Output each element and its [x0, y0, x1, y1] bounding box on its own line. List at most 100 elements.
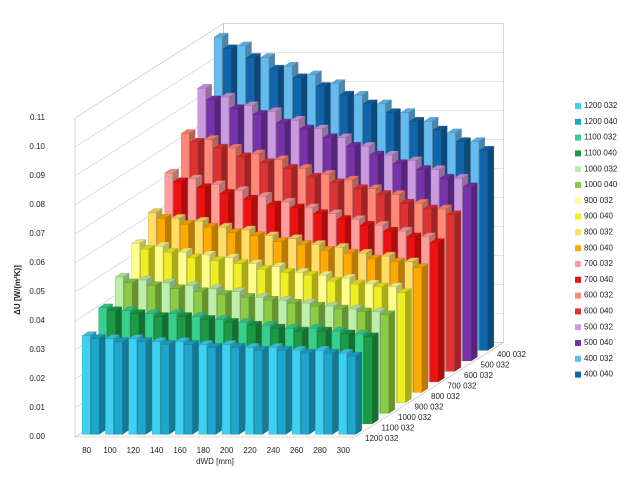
- bar-top: [462, 182, 478, 188]
- bar-side: [355, 351, 362, 435]
- bar-top: [186, 253, 202, 259]
- bar-top: [277, 296, 293, 301]
- legend-label: 700 032: [584, 259, 613, 268]
- bar: [338, 353, 347, 435]
- bar-top: [353, 91, 369, 96]
- legend-label: 1000 040: [584, 180, 618, 189]
- bar: [364, 336, 373, 425]
- bar-top: [170, 214, 186, 219]
- bar-top: [161, 278, 177, 284]
- bar-top: [339, 91, 355, 96]
- bar-top: [243, 101, 259, 106]
- bar-top: [429, 238, 445, 243]
- bar-top: [376, 190, 392, 195]
- bar: [463, 186, 472, 362]
- bar-top: [177, 247, 193, 253]
- bar-top: [187, 174, 203, 180]
- bar-top: [254, 293, 270, 298]
- bar-side: [122, 337, 129, 435]
- bar-top: [396, 288, 412, 293]
- bar-top: [164, 168, 180, 174]
- legend-label: 400 040: [584, 370, 613, 379]
- bar-top: [300, 349, 316, 354]
- bar-top: [367, 184, 383, 189]
- y-tick-label: 0.11: [30, 113, 46, 122]
- bar: [254, 350, 263, 435]
- bar-top: [338, 349, 354, 354]
- bar: [128, 338, 137, 435]
- bar-top: [259, 158, 275, 163]
- bar-top: [183, 340, 199, 345]
- bar-top: [240, 293, 256, 298]
- bar-top: [191, 312, 207, 317]
- bar-top: [234, 186, 250, 191]
- bar-top: [319, 246, 335, 251]
- legend-label: 700 040: [584, 275, 613, 284]
- bar-top: [286, 299, 302, 304]
- bar-top: [407, 156, 423, 161]
- legend-swatch: [575, 371, 581, 378]
- bar-top: [380, 310, 396, 315]
- bar-top: [247, 321, 263, 326]
- bar-top: [315, 82, 331, 87]
- bar-top: [363, 332, 379, 338]
- bar-top: [383, 226, 399, 232]
- legend-swatch: [575, 182, 581, 188]
- bar-top: [306, 70, 322, 76]
- bar-top: [470, 137, 486, 142]
- legend-swatch: [575, 276, 581, 283]
- bar-top: [362, 99, 378, 105]
- bar-top: [230, 343, 246, 348]
- bar: [175, 341, 184, 435]
- bar-top: [170, 284, 186, 289]
- bar-top: [479, 146, 495, 151]
- legend-label: 600 040: [584, 307, 613, 316]
- bar-top: [203, 222, 219, 228]
- bar-side: [388, 310, 395, 414]
- bar-top: [297, 164, 313, 169]
- bar-top: [137, 337, 153, 342]
- bar-top: [151, 337, 167, 342]
- legend-swatch: [575, 340, 581, 346]
- bar-top: [334, 243, 350, 248]
- bar-top: [104, 334, 120, 339]
- bar-side: [262, 345, 269, 435]
- bar: [105, 338, 114, 435]
- bar: [430, 242, 439, 383]
- bar-top: [260, 53, 276, 58]
- bar-top: [220, 92, 236, 98]
- bar: [81, 335, 91, 435]
- y-tick-label: 0.00: [29, 432, 45, 441]
- bar-side: [145, 337, 152, 435]
- bar-top: [238, 318, 254, 323]
- depth-tick-label: 1100 032: [382, 424, 415, 433]
- bar-top: [306, 172, 322, 178]
- bar-top: [224, 253, 240, 259]
- bar-top: [397, 226, 413, 232]
- bar-top: [387, 282, 403, 288]
- bar-top: [123, 278, 139, 284]
- bar-top: [446, 128, 462, 134]
- bar-top: [350, 279, 366, 285]
- bar-top: [174, 337, 190, 342]
- bar-top: [271, 262, 287, 267]
- legend-label: 800 040: [584, 243, 613, 252]
- legend-label: 900 032: [584, 196, 613, 205]
- bar-top: [128, 334, 144, 339]
- depth-tick-label: 500 032: [481, 361, 510, 370]
- bar-top: [233, 259, 249, 264]
- bar-top: [203, 135, 219, 140]
- depth-tick-label: 1000 032: [398, 413, 432, 422]
- bar-top: [140, 245, 156, 250]
- x-tick-label: 160: [173, 446, 187, 455]
- bar-top: [210, 256, 226, 261]
- bar-top: [437, 204, 453, 210]
- bar-top: [409, 117, 425, 122]
- bar: [324, 353, 333, 435]
- bar-top: [269, 64, 285, 70]
- bar-top: [193, 287, 209, 292]
- bar: [315, 350, 324, 435]
- bar-top: [81, 331, 97, 336]
- bar-top: [326, 276, 342, 282]
- bar-top: [293, 326, 309, 332]
